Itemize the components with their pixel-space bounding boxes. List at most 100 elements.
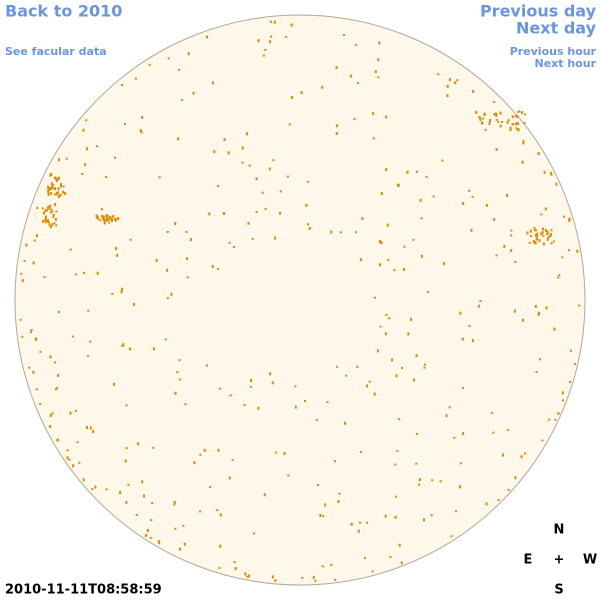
facula: [432, 195, 435, 198]
facula: [287, 474, 290, 477]
faculae: [19, 20, 581, 582]
facula: [155, 259, 158, 262]
facula: [125, 404, 128, 407]
facula: [385, 313, 388, 316]
facula: [538, 311, 540, 315]
facula: [55, 210, 58, 213]
facula: [105, 214, 108, 218]
facula: [448, 78, 451, 82]
facula: [368, 380, 371, 383]
facula: [72, 464, 75, 468]
next-hour-link[interactable]: Next hour: [535, 57, 597, 70]
facula: [82, 128, 85, 132]
facula: [30, 329, 33, 332]
facula: [94, 485, 97, 489]
facula: [502, 453, 504, 457]
facula: [568, 249, 570, 252]
facula: [557, 276, 560, 279]
facula: [485, 502, 488, 506]
facula: [173, 503, 176, 506]
facula: [58, 311, 60, 313]
facula: [199, 453, 202, 456]
facula: [243, 403, 246, 406]
facula: [43, 211, 45, 215]
facula: [111, 218, 113, 222]
facula: [479, 117, 481, 120]
facula: [86, 426, 88, 429]
facula: [234, 567, 237, 571]
facula: [359, 451, 362, 453]
facula: [173, 500, 176, 504]
facula: [275, 451, 278, 454]
facula: [529, 229, 532, 233]
facula: [36, 207, 39, 209]
compass-north: N: [554, 523, 565, 538]
facula: [335, 132, 338, 135]
facula: [227, 151, 230, 155]
facula: [386, 223, 389, 227]
facula: [129, 347, 132, 351]
facula: [394, 515, 397, 519]
facula: [217, 185, 220, 188]
facula: [511, 115, 514, 119]
next-day-link[interactable]: Next day: [516, 19, 597, 38]
facula: [253, 532, 255, 535]
facula: [489, 119, 491, 122]
facula: [453, 436, 456, 439]
facular-link[interactable]: See facular data: [5, 45, 107, 58]
facula: [322, 515, 325, 518]
facula: [446, 94, 449, 98]
facula: [450, 535, 453, 538]
facula: [493, 218, 496, 221]
facula: [491, 411, 494, 414]
facula: [522, 318, 524, 322]
facula: [350, 522, 353, 526]
facula: [520, 111, 523, 115]
facula: [178, 378, 181, 381]
facula: [219, 544, 222, 548]
facula: [546, 233, 549, 235]
facula: [535, 371, 538, 373]
facula: [543, 170, 546, 174]
back-link[interactable]: Back to 2010: [5, 2, 122, 21]
facula: [356, 365, 359, 368]
facula: [49, 355, 52, 359]
facula: [223, 212, 225, 215]
facula: [257, 39, 260, 43]
facula: [443, 262, 446, 266]
facula: [378, 240, 381, 243]
facula: [219, 513, 222, 517]
facula: [166, 297, 169, 300]
facula: [44, 208, 47, 212]
facula: [96, 215, 99, 219]
facula: [47, 193, 50, 196]
facula: [344, 421, 346, 425]
facula: [455, 510, 457, 513]
facula: [62, 185, 65, 188]
facula: [58, 176, 61, 180]
facula: [335, 124, 338, 128]
facula: [50, 192, 53, 195]
facula: [66, 449, 69, 452]
facula: [269, 20, 272, 23]
previous-hour-link[interactable]: Previous hour: [510, 45, 597, 58]
previous-day-link[interactable]: Previous day: [480, 2, 597, 21]
facula: [25, 243, 28, 247]
facula: [366, 384, 369, 388]
facula: [339, 231, 342, 234]
facula: [121, 287, 124, 291]
facula: [124, 459, 127, 463]
facula: [45, 215, 47, 219]
facula: [250, 379, 253, 382]
facula: [516, 115, 519, 119]
facula: [372, 112, 375, 116]
facula: [336, 365, 339, 368]
facula: [87, 309, 90, 312]
facula: [42, 219, 45, 223]
facula: [145, 533, 148, 537]
facula: [384, 332, 387, 336]
facula: [529, 235, 532, 237]
facula: [415, 433, 418, 435]
facula: [554, 418, 557, 421]
facula: [540, 213, 543, 216]
